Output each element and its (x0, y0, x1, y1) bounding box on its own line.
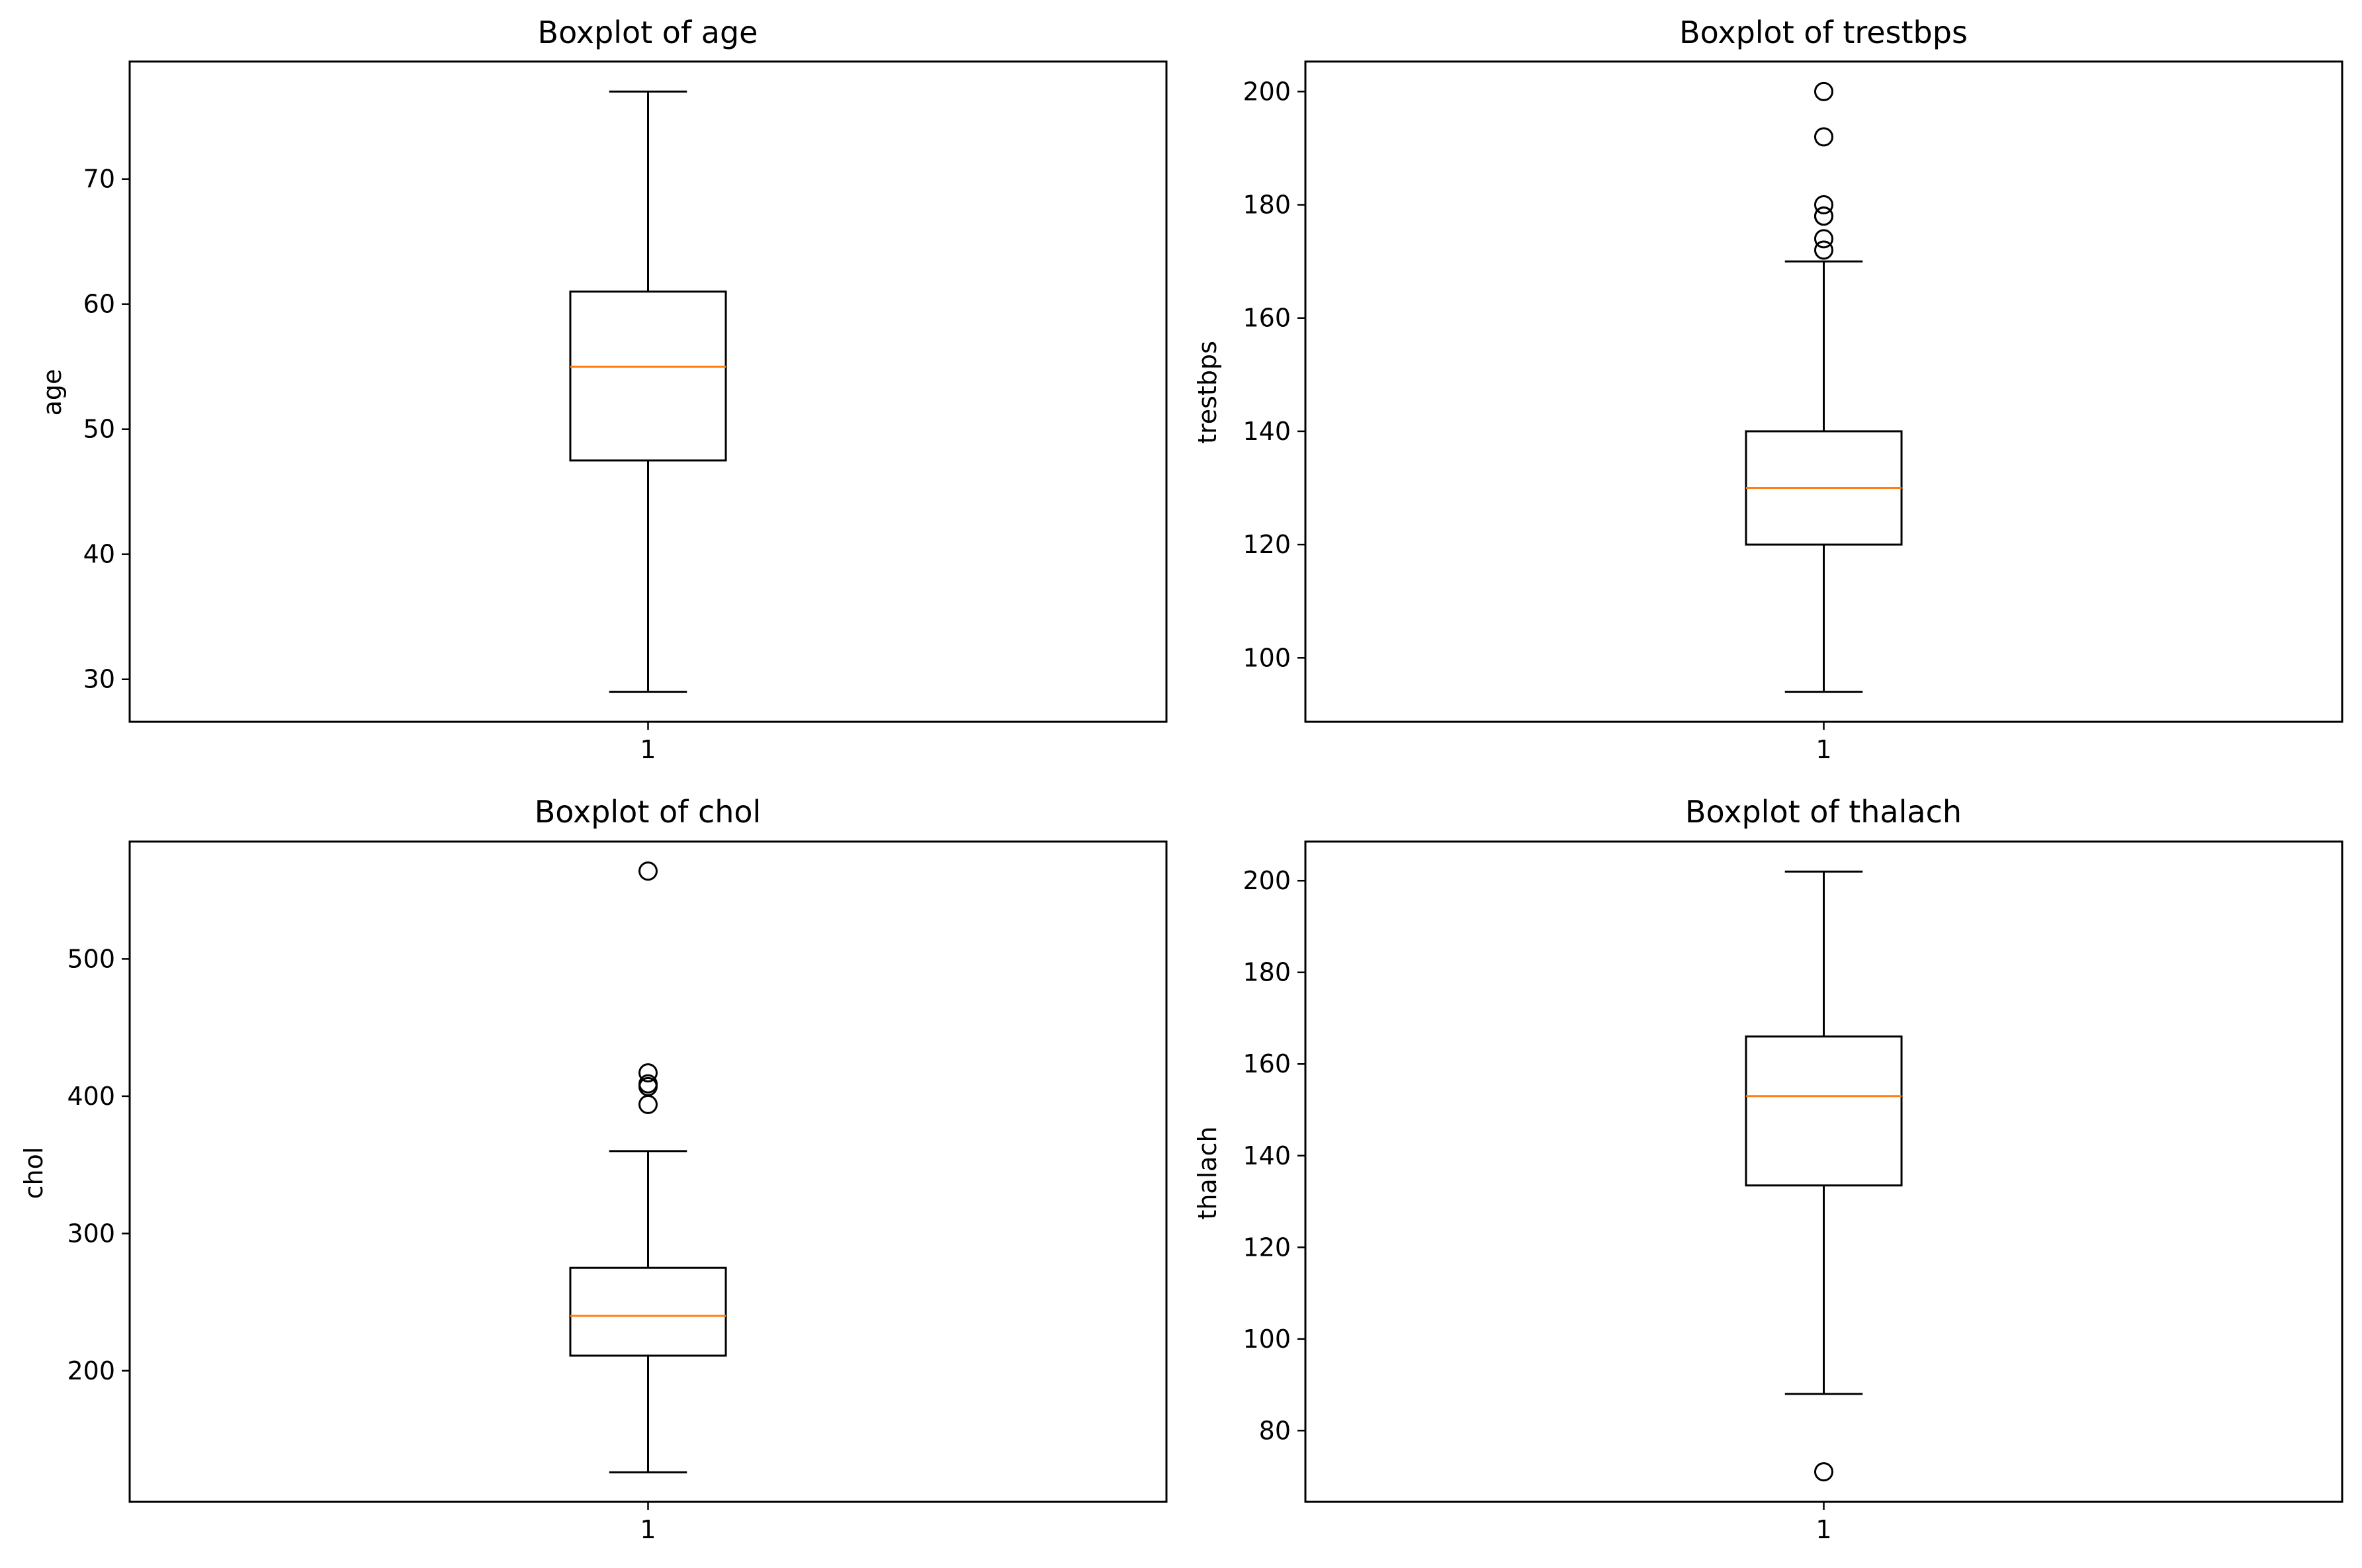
subplot-age: Boxplot of age age 30 40 50 60 70 1 (38, 15, 1168, 764)
plot-area: 80 100 120 140 160 180 200 1 (1243, 840, 2343, 1544)
y-tick-label: 120 (1243, 1233, 1291, 1262)
y-tick-label: 160 (1243, 304, 1291, 333)
y-tick-label: 140 (1243, 417, 1291, 446)
y-tick-label: 100 (1243, 643, 1291, 672)
y-axis-label: trestbps (1193, 341, 1222, 444)
iqr-box (569, 290, 727, 462)
y-tick-label: 120 (1243, 530, 1291, 559)
iqr-box (569, 1266, 727, 1357)
outlier-point (1814, 81, 1833, 101)
y-tick-label: 80 (1259, 1416, 1291, 1445)
y-tick-label: 140 (1243, 1141, 1291, 1170)
outlier-point (1814, 195, 1833, 215)
y-tick-label: 200 (67, 1356, 115, 1385)
outlier-point (1814, 1462, 1833, 1482)
y-tick-label: 200 (1243, 866, 1291, 895)
plot-area: 200 300 400 500 1 (67, 840, 1168, 1544)
x-tick-label: 1 (640, 735, 656, 764)
x-tick-label: 1 (1815, 735, 1831, 764)
subplot-trestbps: Boxplot of trestbps trestbps 100 120 140 16… (1193, 15, 2343, 764)
y-axis-label: thalach (1193, 1126, 1222, 1219)
y-tick-label: 30 (83, 665, 115, 694)
y-tick-label: 180 (1243, 191, 1291, 220)
y-tick-label: 400 (67, 1082, 115, 1111)
plot-area: 30 40 50 60 70 1 (83, 60, 1168, 764)
y-tick-label: 180 (1243, 958, 1291, 987)
outlier-point (638, 1074, 658, 1094)
outlier-point (638, 1063, 658, 1083)
y-axis-label: chol (19, 1147, 48, 1199)
x-tick-label: 1 (1815, 1515, 1831, 1544)
subplot-title: Boxplot of chol (535, 794, 762, 830)
y-tick-label: 60 (83, 290, 115, 319)
outlier-point (1814, 240, 1833, 260)
y-tick-label: 40 (83, 540, 115, 569)
outlier-point (1814, 229, 1833, 249)
y-axis-label: age (38, 369, 67, 416)
subplot-title: Boxplot of age (538, 15, 758, 50)
y-tick-label: 300 (67, 1219, 115, 1248)
subplot-title: Boxplot of trestbps (1679, 15, 1968, 50)
y-tick-label: 70 (83, 165, 115, 194)
outlier-point (1814, 206, 1833, 226)
outlier-point (638, 861, 658, 881)
subplot-chol: Boxplot of chol chol 200 300 400 500 1 (19, 794, 1168, 1544)
y-tick-label: 50 (83, 415, 115, 444)
y-tick-label: 200 (1243, 77, 1291, 106)
outlier-point (1814, 127, 1833, 147)
iqr-box (1745, 1035, 1903, 1187)
y-tick-label: 100 (1243, 1325, 1291, 1354)
subplot-thalach: Boxplot of thalach thalach 80 100 120 140 16… (1193, 794, 2343, 1544)
subplot-title: Boxplot of thalach (1685, 794, 1962, 830)
plot-area: 100 120 140 160 180 200 1 (1243, 60, 2343, 764)
y-tick-label: 500 (67, 944, 115, 973)
x-tick-label: 1 (640, 1515, 656, 1544)
y-tick-label: 160 (1243, 1049, 1291, 1078)
